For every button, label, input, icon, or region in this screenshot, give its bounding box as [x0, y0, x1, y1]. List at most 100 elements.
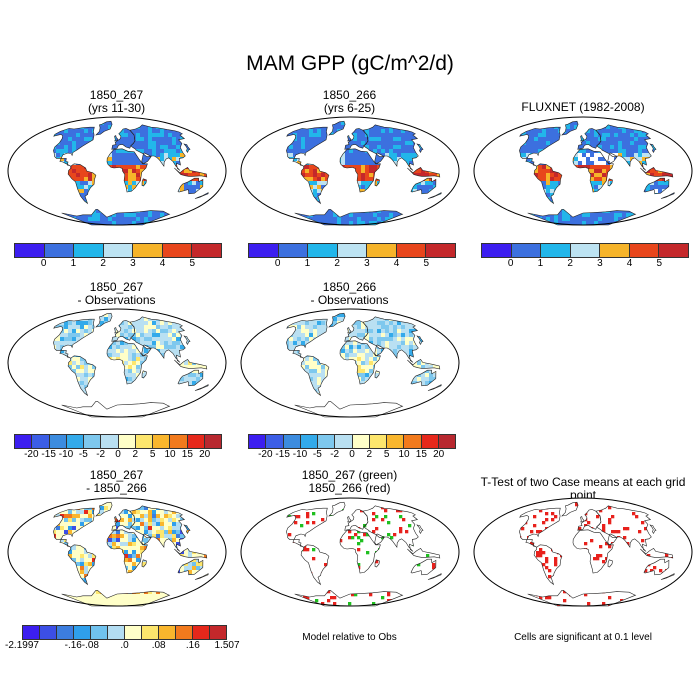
- coastline-indonesia: [174, 166, 208, 178]
- colorbar-swatch: [249, 435, 267, 448]
- coastline-namerica: [519, 126, 561, 159]
- colorbar-tick-label: 20: [433, 449, 445, 460]
- coastline-africa: [106, 340, 148, 385]
- colorbar-tick-label: 4: [393, 258, 400, 269]
- coastline-asia: [362, 124, 419, 171]
- colorbar-swatch: [249, 244, 279, 257]
- coastline-australia: [177, 369, 204, 387]
- colorbar-tick-label: -10: [58, 449, 74, 460]
- coastline-uk: [114, 516, 119, 523]
- colorbar-swatch: [438, 435, 455, 448]
- panel4-title-line1: 1850_267: [89, 280, 144, 294]
- coastline-greenland: [328, 501, 346, 517]
- coastline-antarctica: [294, 590, 404, 607]
- coastline-greenland: [95, 501, 113, 517]
- colorbar-swatch: [278, 244, 309, 257]
- coastline-asia: [129, 505, 186, 552]
- colorbar-tick-label: 20: [199, 449, 211, 460]
- colorbar-tick-label: 0: [115, 449, 121, 460]
- colorbar-swatch: [142, 626, 159, 639]
- map-panel-fluxnet: [473, 116, 693, 226]
- coastline-uk: [347, 327, 352, 334]
- colorbar-swatch: [49, 435, 67, 448]
- colorbar-swatch: [176, 626, 193, 639]
- colorbar-swatch: [210, 626, 226, 639]
- coastline-madagascar: [374, 178, 380, 187]
- coastline-asia: [129, 316, 186, 363]
- colorbar-tick-label: 3: [597, 258, 603, 269]
- colorbar-swatch: [153, 435, 171, 448]
- coastline-antarctica: [294, 209, 404, 226]
- coastline-japan: [416, 143, 424, 154]
- colorbar-tick-label: 1: [70, 258, 77, 269]
- colorbar-tick-label: -15: [41, 449, 56, 460]
- colorbar-swatch: [162, 244, 193, 257]
- coastline-antarctica: [61, 590, 171, 607]
- panel1-title-line2: (yrs 11-30): [87, 101, 146, 115]
- coastline-madagascar: [141, 178, 147, 187]
- map-panel-267-minus-obs: [7, 308, 227, 418]
- coastline-namerica: [519, 507, 561, 540]
- panel5-title-line2: - Observations: [310, 293, 389, 307]
- coastline-samerica: [300, 544, 330, 586]
- colorbar-swatch: [192, 244, 222, 257]
- coastline-asia: [362, 316, 419, 363]
- colorbar-tick-label: -15: [275, 449, 290, 460]
- colorbar-swatch: [318, 435, 336, 448]
- colorbar-tick-label: 0: [40, 258, 47, 269]
- colorbar-case-diff: [22, 625, 227, 640]
- colorbar-tick-label: 5: [383, 449, 390, 460]
- colorbar-swatch: [103, 244, 134, 257]
- colorbar-swatch: [426, 244, 456, 257]
- colorbar-gpp-2: [248, 243, 456, 258]
- colorbar-swatch: [135, 435, 153, 448]
- coastline-australia: [410, 177, 437, 195]
- colorbar-tick-label: 5: [149, 449, 156, 460]
- colorbar-tick-label: 2: [132, 449, 139, 460]
- coastline-indonesia: [640, 547, 674, 559]
- coastline-greenland: [328, 312, 346, 328]
- colorbar-swatch: [541, 244, 571, 257]
- panel7-title: 1850_267 (green) 1850_266 (red): [233, 469, 466, 495]
- coastline-namerica: [53, 126, 95, 159]
- coastline-samerica: [300, 163, 330, 205]
- coastline-indonesia: [407, 358, 441, 370]
- coastline-asia: [129, 124, 186, 171]
- coastline-antarctica: [61, 401, 171, 418]
- colorbar-diff-1: [14, 434, 222, 449]
- colorbar-swatch: [44, 244, 75, 257]
- colorbar-swatch: [396, 244, 427, 257]
- colorbar-tick-label: 2: [100, 258, 106, 269]
- panel3-title-line1: FLUXNET (1982-2008): [521, 100, 645, 114]
- map-projection-border: [240, 497, 460, 607]
- colorbar-gpp-3: [481, 243, 689, 258]
- panel4-title-line2: - Observations: [77, 293, 156, 307]
- coastline-camerica: [292, 539, 304, 548]
- coastline-camerica: [59, 158, 71, 167]
- coastline-africa: [339, 529, 381, 574]
- coastline-nz: [194, 384, 209, 391]
- colorbar-swatch: [511, 244, 542, 257]
- coastline-madagascar: [141, 559, 147, 568]
- coastline-namerica: [286, 507, 328, 540]
- coastline-australia: [177, 558, 204, 576]
- coastline-antarctica: [294, 401, 404, 418]
- colorbar-swatch: [283, 435, 301, 448]
- coastline-australia: [643, 558, 670, 576]
- coastline-japan: [183, 143, 191, 154]
- map-panel-ttest: [473, 497, 693, 607]
- colorbar-swatch: [57, 626, 74, 639]
- panel6-title: 1850_267 - 1850_266: [0, 469, 233, 495]
- coastline-japan: [649, 143, 657, 154]
- colorbar-swatch: [300, 435, 318, 448]
- coastline-antarctica: [527, 590, 637, 607]
- colorbar-tick-label: -2: [330, 449, 340, 460]
- coastline-indonesia: [640, 166, 674, 178]
- coastline-asia: [362, 505, 419, 552]
- colorbar-swatch: [108, 626, 125, 639]
- colorbar-tick-label: 2: [366, 449, 373, 460]
- colorbar-swatch: [308, 244, 338, 257]
- coastline-indonesia: [174, 547, 208, 559]
- coastline-samerica: [533, 163, 563, 205]
- coastline-africa: [106, 148, 148, 193]
